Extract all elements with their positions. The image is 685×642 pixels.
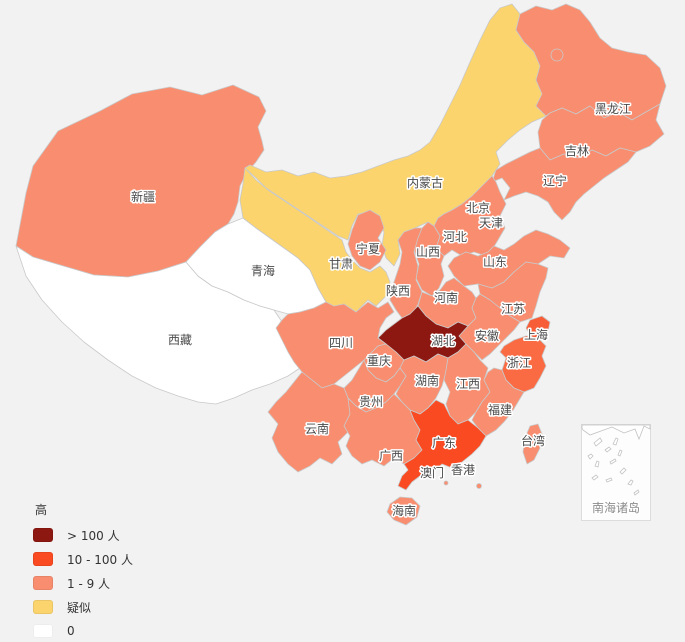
label-liaoning: 辽宁 bbox=[543, 173, 567, 188]
label-fujian: 福建 bbox=[488, 402, 512, 417]
province-gansu[interactable] bbox=[239, 167, 391, 313]
province-yunnan[interactable] bbox=[267, 371, 357, 473]
south-sea-inset: 南海诸岛 bbox=[581, 424, 651, 521]
legend-item[interactable]: 疑似 bbox=[33, 595, 133, 619]
legend: 高 > 100 人 10 - 100 人 1 - 9 人 疑似 0 bbox=[33, 503, 133, 642]
label-beijing: 北京 bbox=[466, 201, 490, 215]
province-zhejiang[interactable] bbox=[499, 335, 547, 393]
province-hainan[interactable] bbox=[386, 496, 421, 526]
legend-title: 高 bbox=[35, 503, 48, 517]
label-heilongjiang: 黑龙江 bbox=[595, 102, 631, 116]
province-anhui[interactable] bbox=[458, 293, 521, 361]
label-chongqing: 重庆 bbox=[367, 354, 391, 368]
province-guangdong[interactable] bbox=[397, 399, 487, 491]
label-shanghai: 上海 bbox=[524, 327, 548, 342]
label-sichuan: 四川 bbox=[329, 336, 353, 350]
label-taiwan: 台湾 bbox=[521, 433, 545, 448]
label-guangxi: 广西 bbox=[379, 449, 403, 463]
label-jilin: 吉林 bbox=[565, 144, 589, 158]
label-shanxi: 山西 bbox=[416, 245, 440, 259]
inset-coastline bbox=[581, 424, 651, 441]
label-shandong: 山东 bbox=[483, 255, 507, 269]
label-xinjiang: 新疆 bbox=[131, 189, 155, 204]
legend-swatch-10-100[interactable] bbox=[33, 552, 53, 566]
label-neimenggu: 内蒙古 bbox=[407, 175, 443, 190]
legend-swatch-gt100[interactable] bbox=[33, 528, 53, 542]
legend-swatch-1-9[interactable] bbox=[33, 576, 53, 590]
label-guangdong: 广东 bbox=[432, 436, 456, 450]
label-qinghai: 青海 bbox=[251, 263, 275, 278]
province-ningxia[interactable] bbox=[347, 209, 387, 271]
label-shaanxi: 陕西 bbox=[386, 283, 410, 298]
label-henan: 河南 bbox=[434, 290, 458, 305]
legend-label: 1 - 9 人 bbox=[67, 576, 111, 591]
label-aomen: 澳门 bbox=[420, 465, 444, 480]
label-hebei: 河北 bbox=[443, 230, 467, 244]
label-yunnan: 云南 bbox=[305, 421, 329, 436]
label-tianjin: 天津 bbox=[479, 216, 503, 230]
province-heilongjiang[interactable] bbox=[515, 3, 667, 121]
label-jiangsu: 江苏 bbox=[501, 302, 525, 316]
province-neimenggu[interactable] bbox=[244, 3, 547, 267]
legend-item[interactable]: 1 - 9 人 bbox=[33, 571, 133, 595]
label-hainan: 海南 bbox=[392, 503, 416, 518]
label-guizhou: 贵州 bbox=[359, 395, 383, 409]
province-aomen[interactable] bbox=[443, 480, 449, 486]
province-taiwan[interactable] bbox=[522, 423, 543, 465]
inset-islands bbox=[587, 437, 640, 496]
label-gansu: 甘肃 bbox=[329, 257, 353, 271]
heilongjiang-enclave bbox=[550, 48, 564, 62]
province-shanghai[interactable] bbox=[525, 315, 551, 341]
legend-item[interactable]: 0 bbox=[33, 619, 133, 642]
label-zhejiang: 浙江 bbox=[507, 356, 531, 370]
label-hunan: 湖南 bbox=[415, 373, 439, 388]
inset-label: 南海诸岛 bbox=[592, 500, 640, 515]
province-shandong[interactable] bbox=[447, 229, 571, 289]
legend-label: 10 - 100 人 bbox=[67, 552, 133, 567]
label-anhui: 安徽 bbox=[475, 328, 499, 343]
label-hubei: 湖北 bbox=[431, 333, 455, 348]
legend-item[interactable]: > 100 人 bbox=[33, 523, 133, 547]
label-ningxia: 宁夏 bbox=[356, 241, 380, 256]
label-xianggang: 香港 bbox=[451, 463, 475, 477]
legend-swatch-suspected[interactable] bbox=[33, 600, 53, 614]
legend-label: > 100 人 bbox=[67, 528, 120, 543]
legend-swatch-zero[interactable] bbox=[33, 624, 53, 638]
label-xizang: 西藏 bbox=[168, 333, 192, 347]
province-xianggang[interactable] bbox=[476, 483, 482, 489]
legend-item[interactable]: 10 - 100 人 bbox=[33, 547, 133, 571]
legend-label: 疑似 bbox=[67, 600, 92, 615]
legend-label: 0 bbox=[67, 624, 75, 638]
label-jiangxi: 江西 bbox=[456, 377, 480, 391]
